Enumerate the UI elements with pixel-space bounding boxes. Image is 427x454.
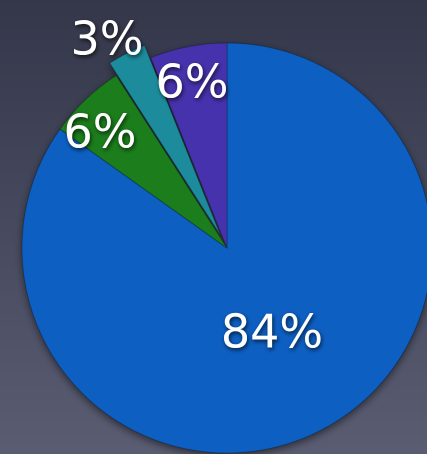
pie-slice [150,42,228,249]
pie [21,42,427,454]
pie-slice [59,74,228,249]
pie-slice [21,42,427,454]
slice-label: 6% [64,105,137,159]
slice-label: 84% [221,305,323,359]
slice-label: 3% [71,12,144,66]
slice-label: 6% [156,55,229,109]
pie-slice [109,44,222,236]
